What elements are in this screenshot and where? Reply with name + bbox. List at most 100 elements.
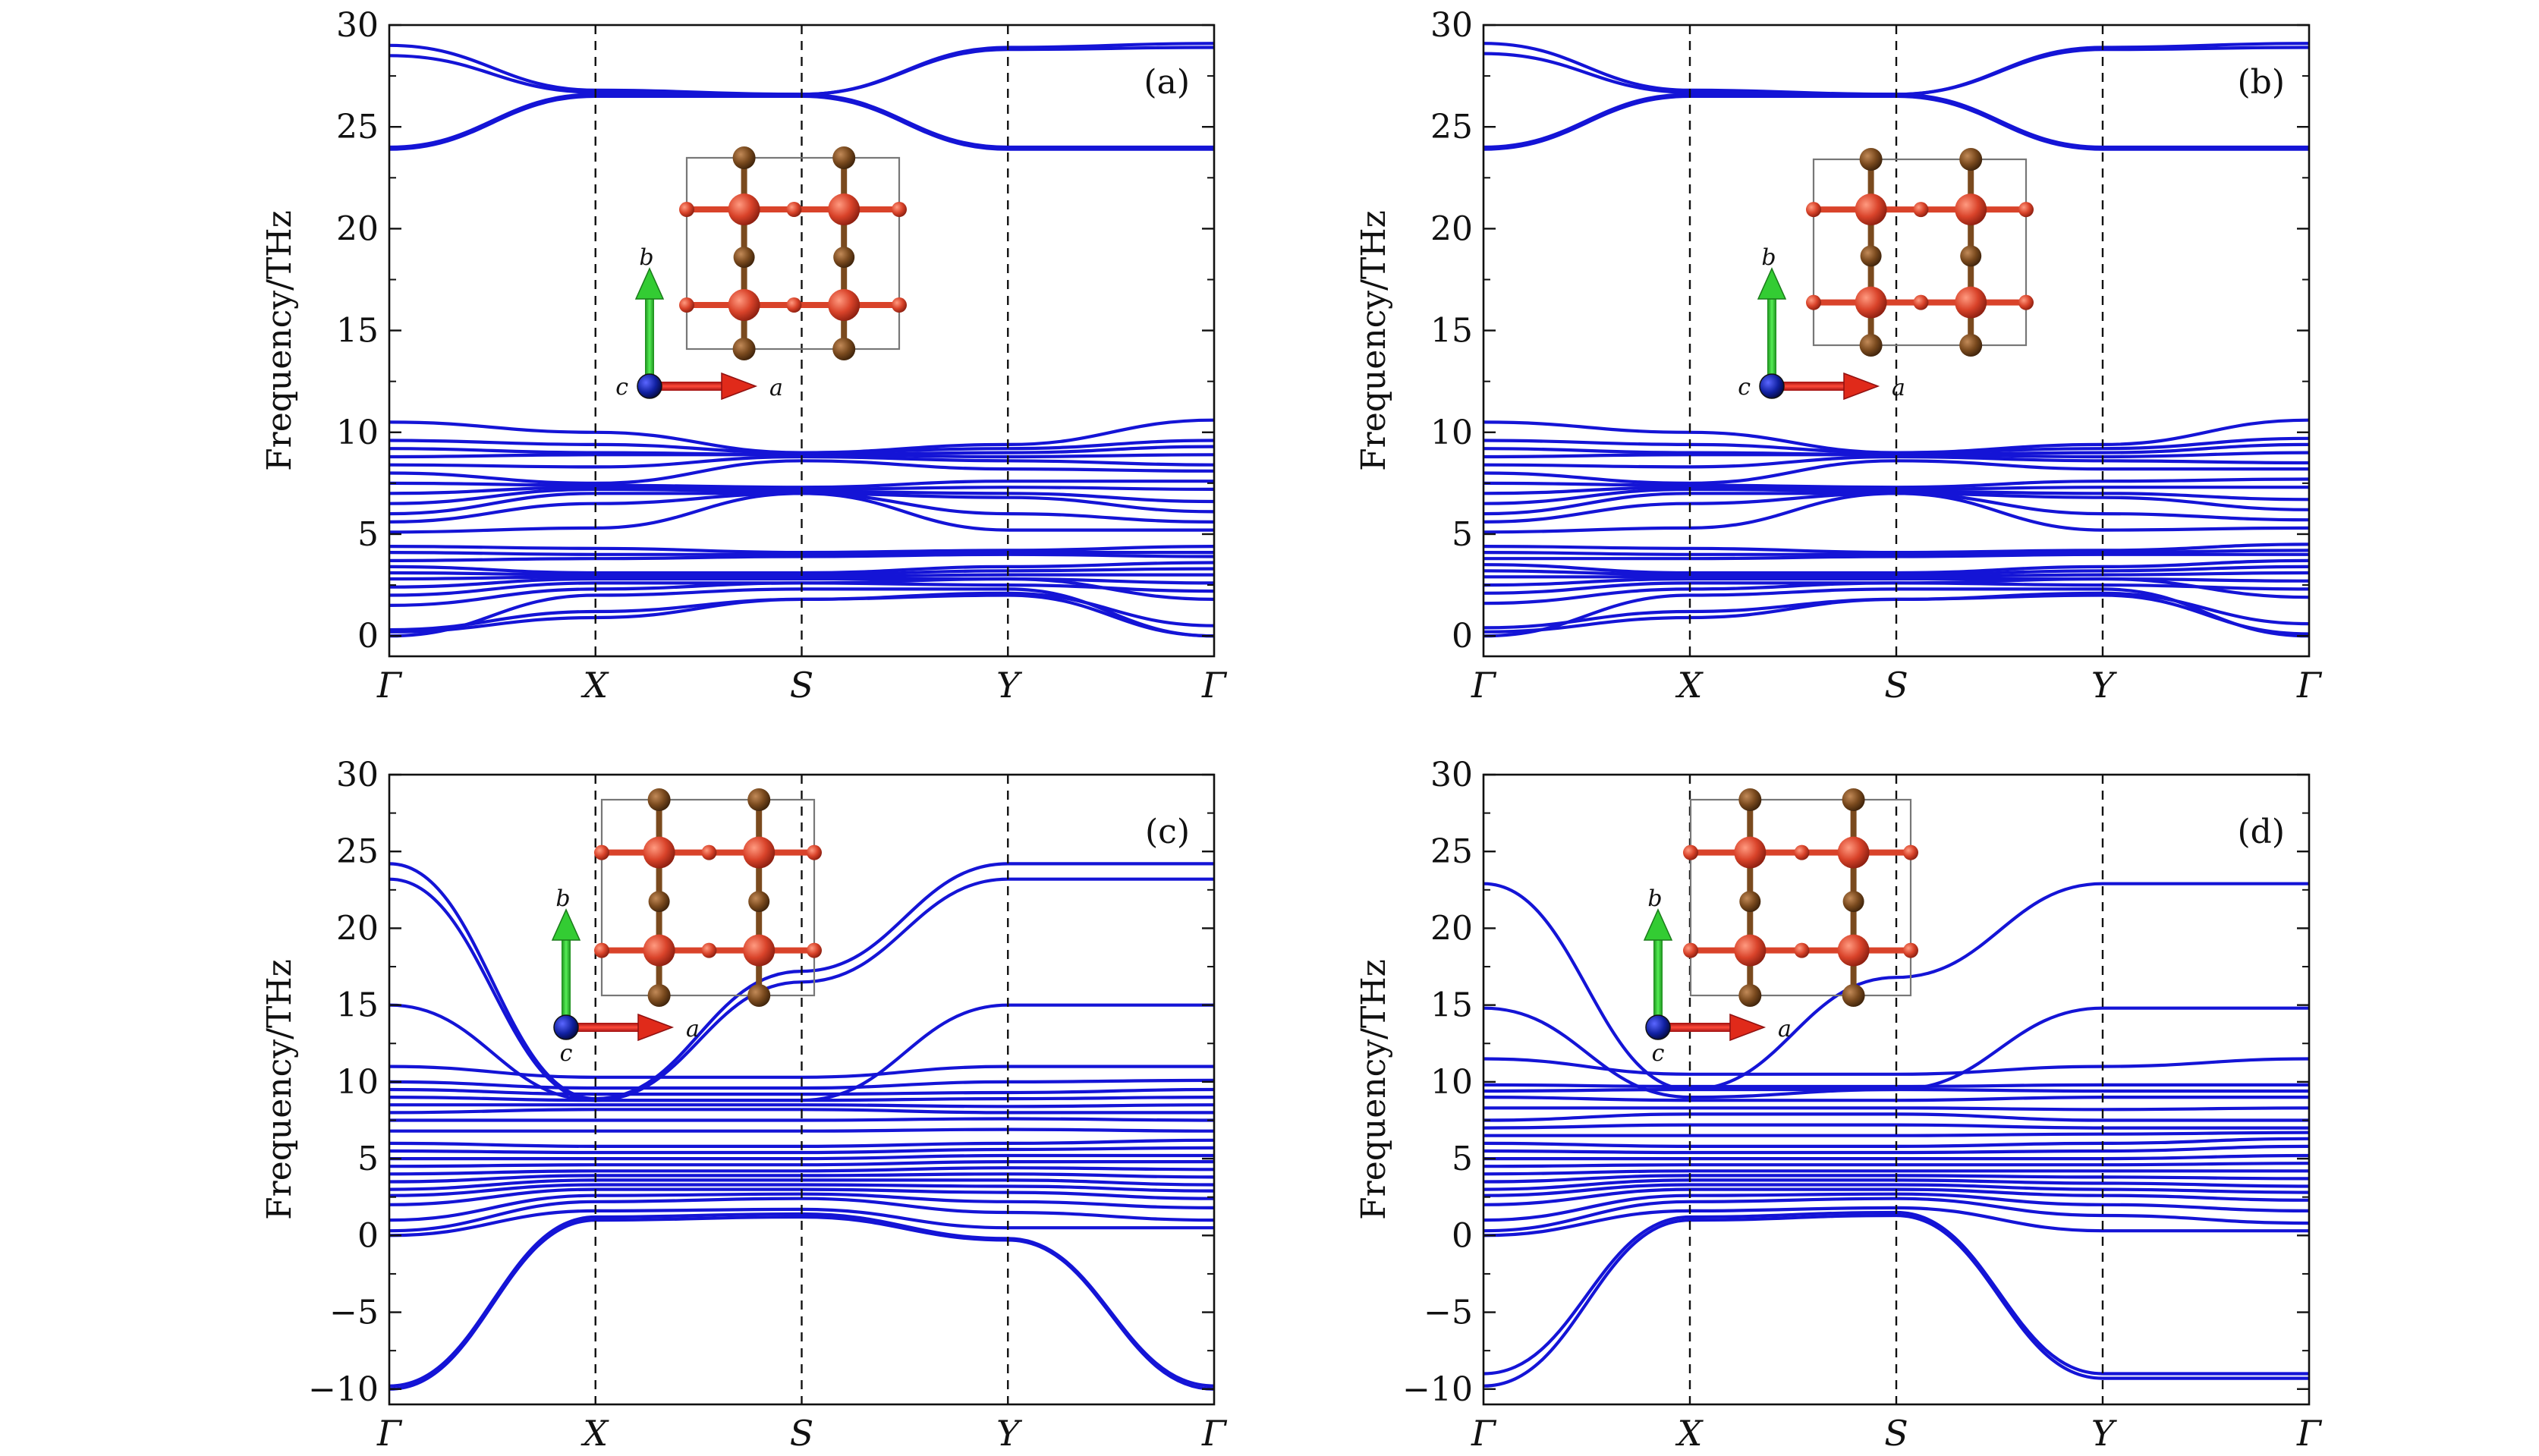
c-axis-dot — [1645, 1014, 1671, 1040]
a-axis-arrow — [566, 1023, 642, 1032]
small-red-atom — [2018, 202, 2034, 218]
y-tick-label: 20 — [1430, 909, 1473, 948]
c-axis-dot — [1759, 373, 1785, 399]
brown-atom — [747, 788, 771, 811]
lattice-axes-indicator: b a c — [551, 885, 700, 1067]
plot-frame — [388, 773, 1216, 1406]
large-red-atom — [1837, 836, 1870, 869]
kpoint-label: X — [580, 1413, 609, 1454]
band-line-6 — [389, 573, 1214, 581]
kpoint-label: Γ — [2296, 665, 2323, 706]
kpoint-label: X — [1675, 665, 1704, 706]
kpoint-label: Y — [996, 665, 1023, 706]
small-red-atom — [786, 202, 802, 218]
b-axis-arrow — [1767, 295, 1776, 386]
y-tick-label: 0 — [1452, 617, 1473, 656]
kpoint-label: Γ — [2296, 1413, 2323, 1454]
band-line-12 — [389, 1146, 1214, 1155]
unit-cell-box — [1689, 798, 1912, 997]
kpoint-label: Y — [2091, 1413, 2118, 1454]
crystal-structure-inset — [594, 788, 822, 1007]
large-red-atom — [743, 934, 776, 967]
b-axis-arrow — [562, 936, 571, 1027]
small-red-atom — [1903, 844, 1918, 860]
brown-atom — [1738, 788, 1762, 811]
y-tick-label: 25 — [1430, 832, 1473, 871]
bands — [1483, 42, 2309, 638]
y-tick-label: 25 — [1430, 108, 1473, 146]
small-red-atom — [807, 942, 822, 958]
kpoint-label: X — [580, 665, 609, 706]
panel-b: 0 5 10 15 20 25 30 Γ X S Y Γ Frequency/THz (b) b a c — [1354, 6, 2323, 706]
small-red-atom — [1806, 202, 1821, 218]
b-axis-label: b — [555, 885, 570, 912]
panel-label: (b) — [2238, 63, 2286, 102]
b-axis-arrow — [645, 295, 654, 386]
brown-atom — [1960, 245, 1982, 267]
panel-label: (a) — [1144, 63, 1190, 102]
y-tick-label: 10 — [336, 414, 379, 452]
brown-atom — [647, 788, 671, 811]
b-axis-label: b — [1761, 244, 1776, 271]
y-tick-label: −10 — [1402, 1370, 1473, 1409]
band-line-15 — [1483, 1123, 2309, 1130]
band-line-0 — [1483, 1213, 2309, 1388]
band-line-22 — [1483, 1006, 2309, 1099]
kpoint-label: Γ — [1471, 1413, 1497, 1454]
y-tick-label: 25 — [336, 832, 379, 871]
y-tick-label: 30 — [1430, 756, 1473, 794]
y-tick-label: 0 — [357, 617, 379, 656]
lattice-axes-indicator: b a c — [615, 244, 783, 401]
y-tick-label: 30 — [336, 6, 379, 45]
y-tick-label: 5 — [357, 1140, 379, 1178]
band-line-9 — [1483, 1169, 2309, 1176]
small-red-atom — [2018, 294, 2034, 310]
c-axis-dot — [553, 1014, 579, 1040]
small-red-atom — [1683, 844, 1698, 860]
large-red-atom — [1734, 934, 1767, 967]
y-tick-label: 10 — [1430, 1063, 1473, 1102]
brown-atom — [1959, 148, 1983, 171]
large-red-atom — [1837, 934, 1870, 967]
y-tick-label: 0 — [1452, 1216, 1473, 1255]
y-tick-label: 10 — [1430, 414, 1473, 452]
small-red-atom — [1903, 942, 1918, 958]
brown-atom — [1739, 891, 1761, 913]
brown-atom — [1842, 788, 1865, 811]
kpoint-label: Γ — [376, 1413, 403, 1454]
a-axis-arrowhead — [1729, 1013, 1767, 1042]
band-line-21 — [1483, 1057, 2309, 1076]
small-red-atom — [807, 844, 822, 860]
large-red-atom — [1955, 286, 1987, 319]
band-line-0 — [1483, 587, 2309, 638]
c-axis-dot — [637, 373, 662, 399]
small-red-atom — [892, 297, 907, 313]
y-tick-label: 5 — [1452, 1140, 1473, 1178]
y-axis-label: Frequency/THz — [260, 210, 299, 471]
panel-label: (c) — [1145, 813, 1190, 851]
y-tick-label: 15 — [336, 986, 379, 1025]
a-axis-label: a — [686, 1016, 700, 1042]
b-axis-arrowhead — [634, 267, 665, 300]
y-tick-label: 15 — [336, 312, 379, 351]
band-line-26 — [1483, 46, 2309, 96]
b-axis-arrowhead — [1643, 908, 1673, 941]
kpoint-label: Γ — [1201, 665, 1228, 706]
kpoint-label: S — [790, 1413, 814, 1454]
small-red-atom — [1913, 202, 1929, 218]
brown-atom — [1842, 891, 1864, 913]
brown-atom — [648, 891, 670, 913]
c-axis-label: c — [560, 1040, 573, 1067]
a-axis-arrowhead — [637, 1013, 675, 1042]
brown-atom — [1738, 984, 1762, 1007]
kpoint-label: X — [1675, 1413, 1704, 1454]
y-tick-label: −5 — [1424, 1294, 1473, 1332]
band-line-5 — [1483, 577, 2309, 587]
crystal-structure-inset — [1806, 148, 2034, 357]
panel-d: −10 −5 0 5 10 15 20 25 30 Γ X S Y Γ Frequency/THz (d) b a… — [1354, 756, 2323, 1454]
band-line-23 — [389, 418, 1214, 454]
band-line-6 — [389, 1183, 1214, 1197]
large-red-atom — [728, 193, 760, 226]
kpoint-label: Γ — [1201, 1413, 1228, 1454]
band-line-6 — [1483, 1183, 2309, 1197]
